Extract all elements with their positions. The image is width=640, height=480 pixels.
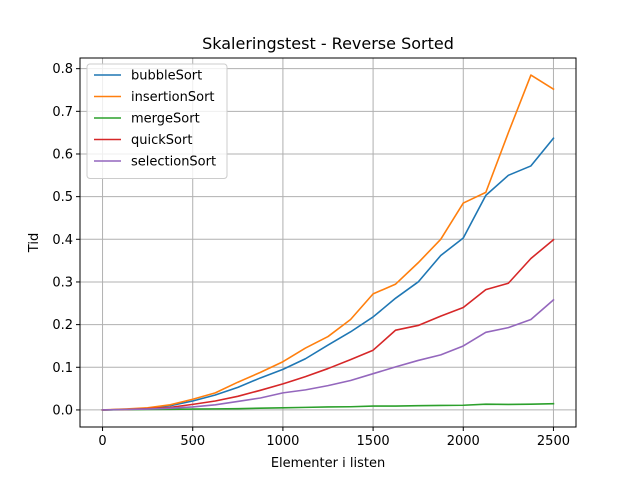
x-tick-label: 1000	[266, 434, 299, 449]
x-tick-label: 2500	[537, 434, 570, 449]
series-line-bubbleSort	[101, 137, 555, 411]
y-axis-label: Tid	[27, 233, 42, 253]
y-tick-label: 0.1	[52, 361, 73, 376]
legend-label: quickSort	[131, 133, 192, 148]
series-line-selectionSort	[101, 298, 555, 411]
series-line-mergeSort	[101, 402, 555, 411]
series-line-quickSort	[101, 238, 555, 411]
x-tick-label: 1500	[357, 434, 390, 449]
y-tick-label: 0.8	[52, 62, 73, 77]
legend-box	[86, 63, 228, 179]
legend: bubbleSort insertionSort mergeSort quickSor…	[86, 63, 228, 179]
legend-label: mergeSort	[131, 112, 200, 127]
x-tick-label: 2000	[447, 434, 480, 449]
y-tick-label: 0.6	[52, 147, 73, 162]
legend-label: selectionSort	[131, 155, 216, 170]
series-line-insertionSort	[101, 74, 555, 411]
series-lines	[101, 74, 555, 411]
chart-title: Skaleringstest - Reverse Sorted	[202, 34, 454, 53]
y-tick-label: 0.5	[52, 190, 73, 205]
axis-ticks: 0 500 1000 1500 2000 2500 0.0 0.1 0.2 0.3 0.4 0.5 0.…	[52, 62, 570, 449]
plot-frame	[79, 57, 577, 428]
y-tick-label: 0.3	[52, 275, 73, 290]
legend-label: insertionSort	[131, 90, 215, 105]
x-tick-label: 0	[98, 434, 106, 449]
y-tick-label: 0.7	[52, 105, 73, 120]
grid	[80, 58, 576, 427]
x-tick-label: 500	[180, 434, 205, 449]
y-tick-label: 0.2	[52, 318, 73, 333]
y-tick-label: 0.4	[52, 233, 73, 248]
legend-label: bubbleSort	[131, 69, 202, 84]
x-axis-label: Elementer i listen	[271, 456, 385, 471]
y-tick-label: 0.0	[52, 403, 73, 418]
